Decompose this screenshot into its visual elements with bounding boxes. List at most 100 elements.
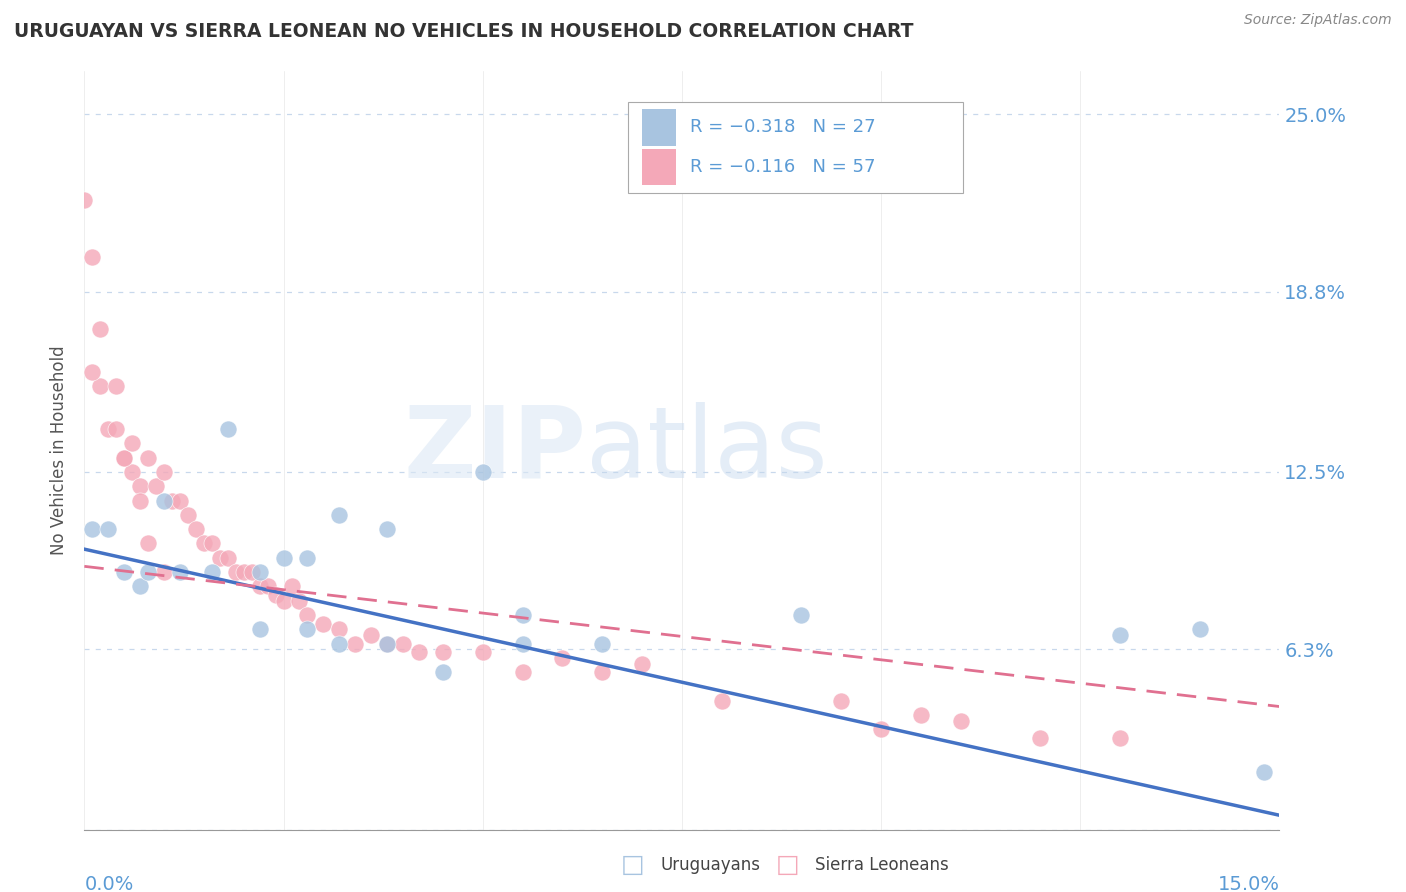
Text: Source: ZipAtlas.com: Source: ZipAtlas.com (1244, 13, 1392, 28)
Text: R = −0.116   N = 57: R = −0.116 N = 57 (690, 158, 876, 176)
Point (169, 493, 191, 508)
Point (375, 637, 398, 651)
Point (1029, 731, 1052, 745)
Point (432, 645, 454, 659)
Text: R = −0.318   N = 27: R = −0.318 N = 27 (690, 119, 876, 136)
Point (129, 479, 152, 493)
Point (591, 637, 613, 651)
Y-axis label: No Vehicles in Household: No Vehicles in Household (51, 345, 69, 556)
Text: 0.0%: 0.0% (84, 875, 134, 892)
Point (512, 637, 534, 651)
Point (273, 593, 295, 607)
Point (201, 565, 224, 579)
Point (1188, 622, 1211, 636)
FancyBboxPatch shape (643, 149, 676, 186)
Point (82, 365, 104, 379)
Point (160, 493, 183, 508)
Text: Uruguayans: Uruguayans (661, 856, 761, 874)
Point (830, 694, 852, 708)
Point (97, 522, 120, 536)
Point (256, 579, 278, 593)
Point (217, 550, 239, 565)
Point (193, 536, 215, 550)
Point (169, 565, 191, 579)
Point (264, 588, 287, 602)
Point (949, 714, 972, 728)
Text: □: □ (621, 854, 644, 877)
Point (328, 622, 350, 636)
Point (297, 607, 319, 622)
Point (249, 579, 271, 593)
Point (89, 379, 111, 393)
Point (184, 522, 207, 536)
Point (225, 565, 247, 579)
Point (870, 723, 893, 737)
Point (240, 565, 263, 579)
Point (280, 579, 302, 593)
FancyBboxPatch shape (628, 102, 963, 193)
Point (201, 536, 224, 550)
Point (328, 508, 350, 522)
Point (136, 450, 159, 465)
Point (512, 665, 534, 680)
Point (360, 628, 382, 642)
Point (297, 550, 319, 565)
Point (249, 565, 271, 579)
Text: URUGUAYAN VS SIERRA LEONEAN NO VEHICLES IN HOUSEHOLD CORRELATION CHART: URUGUAYAN VS SIERRA LEONEAN NO VEHICLES … (14, 22, 914, 41)
Point (910, 708, 932, 723)
Point (136, 565, 159, 579)
Point (121, 465, 143, 479)
Point (432, 665, 454, 680)
Point (73, 193, 96, 207)
Point (153, 565, 176, 579)
Point (312, 616, 335, 631)
Point (208, 550, 231, 565)
Point (112, 565, 135, 579)
Point (217, 422, 239, 436)
Point (591, 665, 613, 680)
Point (297, 622, 319, 636)
Text: ZIP: ZIP (404, 402, 586, 499)
FancyBboxPatch shape (643, 110, 676, 145)
Point (375, 637, 398, 651)
Point (232, 565, 254, 579)
Point (392, 637, 415, 651)
Text: atlas: atlas (586, 402, 828, 499)
Point (112, 450, 135, 465)
Point (288, 593, 311, 607)
Point (790, 607, 813, 622)
Point (105, 422, 128, 436)
Point (145, 479, 167, 493)
Point (344, 637, 367, 651)
Point (1253, 765, 1275, 780)
Point (82, 250, 104, 264)
Point (249, 622, 271, 636)
Point (112, 450, 135, 465)
Text: □: □ (776, 854, 799, 877)
Point (328, 637, 350, 651)
Point (512, 607, 534, 622)
Point (471, 465, 494, 479)
Point (82, 522, 104, 536)
Text: 15.0%: 15.0% (1218, 875, 1279, 892)
Point (551, 651, 574, 665)
Point (471, 645, 494, 659)
Point (273, 550, 295, 565)
Point (129, 493, 152, 508)
Point (1109, 628, 1132, 642)
Point (408, 645, 430, 659)
Point (177, 508, 200, 522)
Point (97, 422, 120, 436)
Point (121, 436, 143, 450)
Point (631, 657, 654, 671)
Point (153, 465, 176, 479)
Point (1109, 731, 1132, 745)
Text: Sierra Leoneans: Sierra Leoneans (815, 856, 949, 874)
Point (153, 493, 176, 508)
Point (89, 322, 111, 336)
Point (129, 579, 152, 593)
Point (105, 379, 128, 393)
Point (375, 522, 398, 536)
Point (136, 536, 159, 550)
Point (710, 694, 733, 708)
